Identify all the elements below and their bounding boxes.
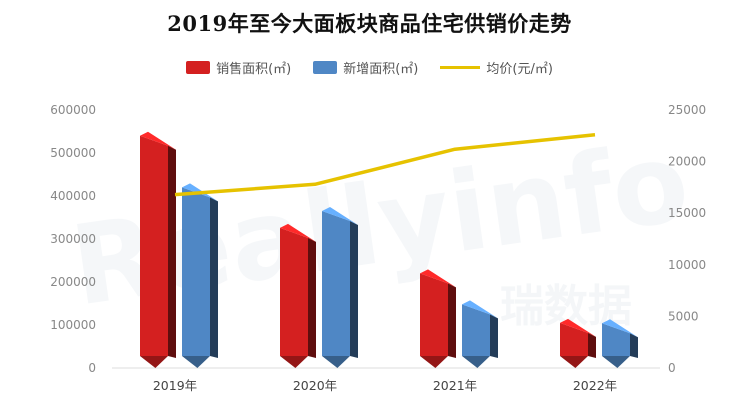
bar-sales-side: [168, 145, 176, 358]
bar-sales-base: [560, 356, 588, 368]
legend-swatch-new: [313, 61, 338, 74]
legend-swatch-sales: [186, 61, 211, 74]
right-axis-tick-label: 5000: [668, 309, 699, 323]
legend-item-price: 均价(元/㎡): [440, 58, 553, 77]
legend-label-price: 均价(元/㎡): [486, 62, 553, 77]
bar-new-base: [462, 356, 490, 368]
bar-sales-base: [140, 356, 168, 368]
left-axis-tick-label: 600000: [50, 103, 96, 117]
left-axis-tick-label: 200000: [50, 275, 96, 289]
legend-label-sales: 销售面积(㎡): [216, 62, 292, 77]
bar-new-side: [210, 197, 218, 358]
bar-sales-front: [560, 322, 588, 356]
legend-label-new: 新增面积(㎡): [343, 62, 419, 77]
bar-sales-base: [280, 356, 308, 368]
x-axis-category-label: 2022年: [573, 378, 617, 393]
bar-sales-side: [588, 332, 596, 358]
bar-new-side: [630, 333, 638, 358]
bar-new-front: [182, 187, 210, 356]
right-axis-tick-label: 0: [668, 361, 676, 375]
right-axis-tick-label: 10000: [668, 258, 706, 272]
x-axis-category-label: 2019年: [153, 378, 197, 393]
chart-title: 2019年至今大面板块商品住宅供销价走势: [167, 11, 572, 36]
left-axis-tick-label: 400000: [50, 189, 96, 203]
bar-sales-top: [560, 318, 596, 337]
bar-new-side: [350, 221, 358, 358]
bar-sales-front: [420, 273, 448, 356]
x-axis-category-label: 2020年: [293, 378, 337, 393]
bar-new-base: [182, 356, 210, 368]
legend-item-new: 新增面积(㎡): [313, 58, 418, 77]
right-axis-tick-label: 20000: [668, 155, 706, 169]
bar-sales-front: [280, 227, 308, 356]
bar-sales-top: [280, 223, 316, 242]
x-axis-category-label: 2021年: [433, 378, 477, 393]
bar-new-base: [602, 356, 630, 368]
left-axis-tick-label: 500000: [50, 146, 96, 160]
legend-swatch-price: [440, 66, 481, 69]
left-axis-tick-label: 300000: [50, 232, 96, 246]
bar-new-front: [602, 323, 630, 356]
bar-new-side: [490, 314, 498, 358]
left-axis-tick-label: 0: [88, 361, 96, 375]
bar-sales-side: [448, 283, 456, 358]
left-axis-tick-label: 100000: [50, 318, 96, 332]
right-axis-tick-label: 15000: [668, 206, 706, 220]
bar-new-top: [602, 319, 638, 338]
bar-new-top: [322, 207, 358, 226]
bar-sales-side: [308, 237, 316, 358]
bar-new-top: [462, 300, 498, 319]
legend-item-sales: 销售面积(㎡): [186, 58, 291, 77]
bar-sales-front: [140, 135, 168, 356]
price-line: [174, 133, 596, 197]
legend: 销售面积(㎡) 新增面积(㎡) 均价(元/㎡): [0, 58, 739, 77]
bar-sales-base: [420, 356, 448, 368]
bar-new-base: [322, 356, 350, 368]
bar-new-front: [322, 211, 350, 356]
bar-sales-top: [420, 269, 456, 288]
bar-new-front: [462, 304, 490, 356]
right-axis-tick-label: 25000: [668, 103, 706, 117]
bar-sales-top: [140, 131, 176, 150]
